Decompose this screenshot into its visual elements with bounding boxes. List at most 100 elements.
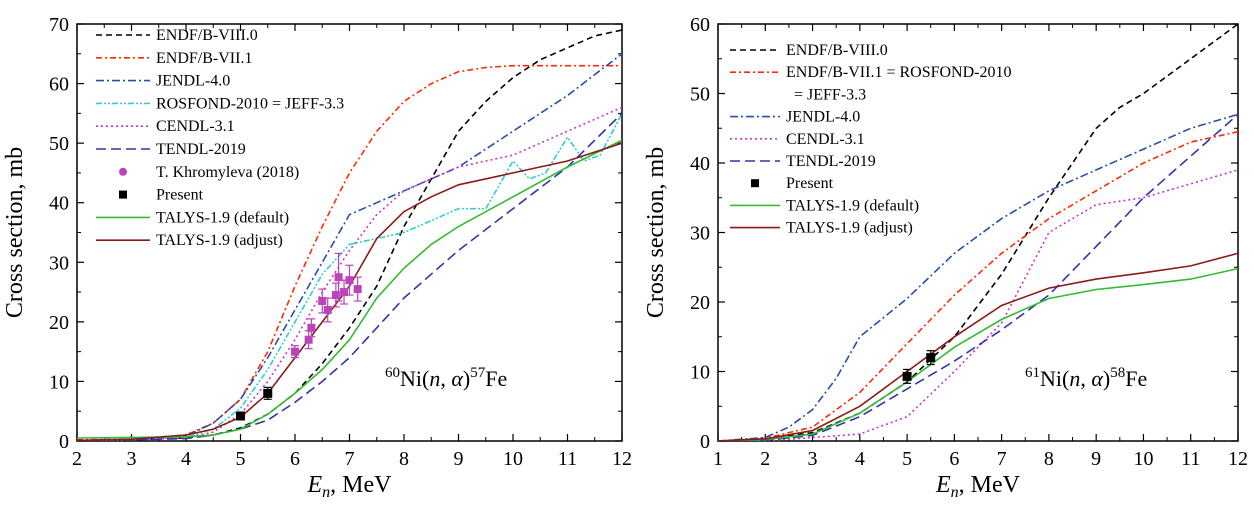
y-tick-label: 20 <box>49 312 69 334</box>
x-tick-label: 2 <box>72 448 82 470</box>
legend-label: ENDF/B-VIII.0 <box>156 27 258 44</box>
x-tick-label: 1 <box>713 448 723 470</box>
y-tick-label: 50 <box>49 133 69 155</box>
x-tick-label: 4 <box>855 448 865 470</box>
x-tick-label: 4 <box>181 448 191 470</box>
y-axis-title: Cross section, mb <box>643 147 669 318</box>
x-tick-label: 5 <box>902 448 912 470</box>
y-axis-title: Cross section, mb <box>2 147 28 318</box>
data-point-present <box>902 371 912 381</box>
x-axis-title: En, MeV <box>307 472 393 501</box>
series-line-talys-1-9-default- <box>77 139 622 439</box>
x-tick-label: 12 <box>1228 448 1248 470</box>
y-tick-label: 60 <box>49 74 69 96</box>
x-tick-label: 3 <box>127 448 137 470</box>
series-line-endf-b-vii-1-rosfond-2010 <box>718 130 1238 441</box>
y-tick-label: 60 <box>690 14 710 36</box>
data-point-present <box>236 411 245 421</box>
x-tick-label: 9 <box>454 448 464 470</box>
series-line-jendl-4-0 <box>77 53 622 441</box>
reaction-label: 61Ni(n, α)58Fe <box>1025 365 1147 391</box>
legend-label: = JEFF-3.3 <box>794 86 866 103</box>
x-tick-label: 9 <box>1091 448 1101 470</box>
x-tick-label: 6 <box>949 448 959 470</box>
x-tick-label: 8 <box>1044 448 1054 470</box>
data-point-khromyleva <box>331 291 340 300</box>
y-tick-label: 40 <box>690 153 710 175</box>
x-tick-label: 2 <box>760 448 770 470</box>
legend-label: T. Khromyleva (2018) <box>156 164 299 181</box>
data-point-khromyleva <box>307 323 316 332</box>
data-point-khromyleva <box>353 285 362 294</box>
x-tick-label: 12 <box>612 448 632 470</box>
series-line-cendl-3-1 <box>77 106 622 441</box>
series-line-cendl-3-1 <box>718 169 1238 441</box>
data-point-present <box>926 353 936 363</box>
series-line-jendl-4-0 <box>718 113 1238 441</box>
legend-label: TALYS-1.9 (adjust) <box>156 232 283 249</box>
legend-label: CENDL-3.1 <box>156 118 235 135</box>
legend-label: ENDF/B-VII.1 = ROSFOND-2010 <box>786 64 1011 81</box>
chart-panel-1: 2 3 4 5 6 7 8 9 10 11 12 0 10 20 30 40 50 60 70 En, MeV Cros… <box>2 14 632 501</box>
series-line-talys-1-9-adjust- <box>718 252 1238 441</box>
data-point-khromyleva <box>304 335 313 344</box>
x-tick-label: 6 <box>290 448 300 470</box>
data-area <box>77 29 622 441</box>
y-tick-label: 30 <box>690 223 710 245</box>
data-point-khromyleva <box>334 273 343 282</box>
y-tick-label: 40 <box>49 193 69 215</box>
legend: ENDF/B-VIII.0 ENDF/B-VII.1 JENDL-4.0 ROSFON… <box>96 27 344 249</box>
y-tick-label: 70 <box>49 14 69 36</box>
series-line-endf-b-viii-0 <box>718 24 1238 441</box>
data-area <box>718 24 1238 441</box>
x-axis-title: En, MeV <box>935 472 1021 501</box>
y-tick-label: 20 <box>690 292 710 314</box>
legend-label: TENDL-2019 <box>786 153 876 170</box>
series-line-tendl-2019 <box>77 112 622 441</box>
legend-marker-circle <box>119 167 127 176</box>
y-tick-label: 30 <box>49 252 69 274</box>
x-tick-label: 5 <box>236 448 246 470</box>
legend-label: CENDL-3.1 <box>786 131 865 148</box>
series-line-rosfond-2010-jeff-3-3 <box>77 113 622 441</box>
legend-marker-square <box>119 190 127 199</box>
data-point-khromyleva <box>323 305 332 314</box>
legend-marker-square <box>751 179 759 188</box>
legend-label: Present <box>156 187 204 204</box>
data-point-khromyleva <box>340 288 349 297</box>
y-tick-label: 10 <box>690 362 710 384</box>
y-tick-label: 0 <box>59 431 69 453</box>
x-tick-label: 10 <box>503 448 523 470</box>
series-line-talys-1-9-default- <box>718 267 1238 441</box>
x-tick-label: 10 <box>1133 448 1153 470</box>
x-tick-label: 7 <box>345 448 355 470</box>
legend-label: ROSFOND-2010 = JEFF-3.3 <box>156 95 344 112</box>
data-point-khromyleva <box>291 347 299 356</box>
series-line-endf-b-viii-0 <box>77 29 622 441</box>
legend-label: TALYS-1.9 (default) <box>786 197 919 214</box>
series-line-tendl-2019 <box>718 113 1238 441</box>
y-tick-label: 50 <box>690 84 710 106</box>
legend-label: ENDF/B-VIII.0 <box>786 42 888 59</box>
data-point-khromyleva <box>345 276 354 285</box>
legend-label: JENDL-4.0 <box>156 73 230 90</box>
x-tick-label: 11 <box>1181 448 1200 470</box>
legend-label: TALYS-1.9 (adjust) <box>786 220 913 237</box>
legend-label: TENDL-2019 <box>156 141 246 158</box>
reaction-label: 60Ni(n, α)57Fe <box>385 365 507 391</box>
y-tick-label: 10 <box>49 371 69 393</box>
data-point-khromyleva <box>318 297 327 306</box>
legend-label: Present <box>786 175 834 192</box>
x-tick-label: 3 <box>808 448 818 470</box>
legend-label: ENDF/B-VII.1 <box>156 50 252 67</box>
legend-label: JENDL-4.0 <box>786 109 860 126</box>
y-tick-label: 0 <box>700 431 710 453</box>
x-tick-label: 7 <box>997 448 1007 470</box>
x-tick-label: 8 <box>399 448 409 470</box>
x-tick-label: 11 <box>558 448 577 470</box>
legend: ENDF/B-VIII.0 ENDF/B-VII.1 = ROSFOND-2010… <box>730 42 1011 237</box>
data-point-present <box>263 388 273 398</box>
legend-label: TALYS-1.9 (default) <box>156 209 289 226</box>
